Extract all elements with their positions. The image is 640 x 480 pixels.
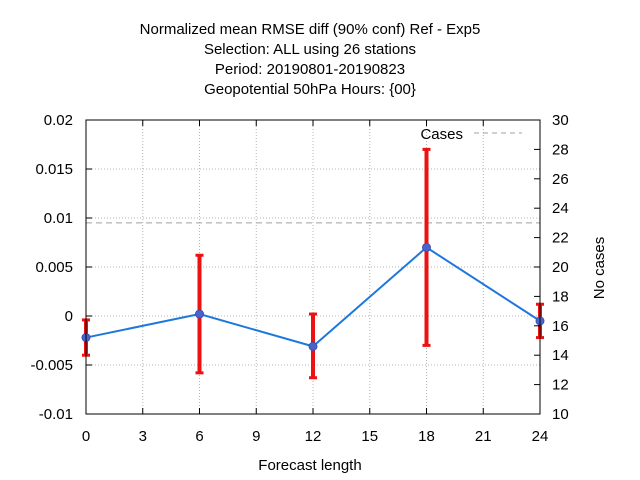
y-tick-label: -0.01 [39,406,73,423]
y2-tick-label: 14 [552,347,569,364]
y-tick-label: 0.02 [44,112,73,129]
x-tick-label: 6 [195,428,203,445]
y2-tick-label: 10 [552,406,569,423]
y2-tick-label: 18 [552,288,569,305]
y2-tick-label: 16 [552,318,569,335]
x-tick-label: 15 [361,428,378,445]
y2-tick-label: 30 [552,112,569,129]
x-tick-label: 18 [418,428,435,445]
x-tick-label: 3 [139,428,147,445]
chart-title-line-3: Period: 20190801-20190823 [214,61,406,78]
rmse-point [308,341,318,351]
rmse-point [422,242,431,252]
y2-axis-label: No cases [591,237,608,300]
y2-tick-label: 26 [552,171,569,188]
x-tick-label: 24 [532,428,549,445]
rmse-series [81,242,545,351]
x-tick-label: 12 [305,428,322,445]
legend-label-cases: Cases [420,126,463,143]
y2-tick-label: 20 [552,259,569,276]
y2-tick-label: 24 [552,200,569,217]
x-tick-label: 9 [252,428,260,445]
y-tick-label: 0.015 [35,161,73,178]
y2-tick-label: 22 [552,230,569,247]
x-axis-label: Forecast length [258,457,361,474]
axis-ticks: 0 3 6 9 12 15 18 21 24 -0.01 -0.005 0 0.005 0.01 0.015… [30,112,568,445]
y2-tick-label: 12 [552,377,569,394]
legend: Cases [420,126,522,143]
chart-title-line-1: Normalized mean RMSE diff (90% conf) Ref… [139,21,481,38]
chart-title-line-2: Selection: ALL using 26 stations [203,41,417,58]
x-tick-label: 21 [475,428,492,445]
rmse-point [195,309,204,319]
y-tick-label: 0.01 [44,210,73,227]
chart-title-line-4: Geopotential 50hPa Hours: {00} [204,81,416,98]
y-tick-label: 0 [65,308,73,325]
y-tick-label: -0.005 [30,357,73,374]
x-tick-label: 0 [82,428,90,445]
y2-tick-label: 28 [552,141,569,158]
y-tick-label: 0.005 [35,259,73,276]
